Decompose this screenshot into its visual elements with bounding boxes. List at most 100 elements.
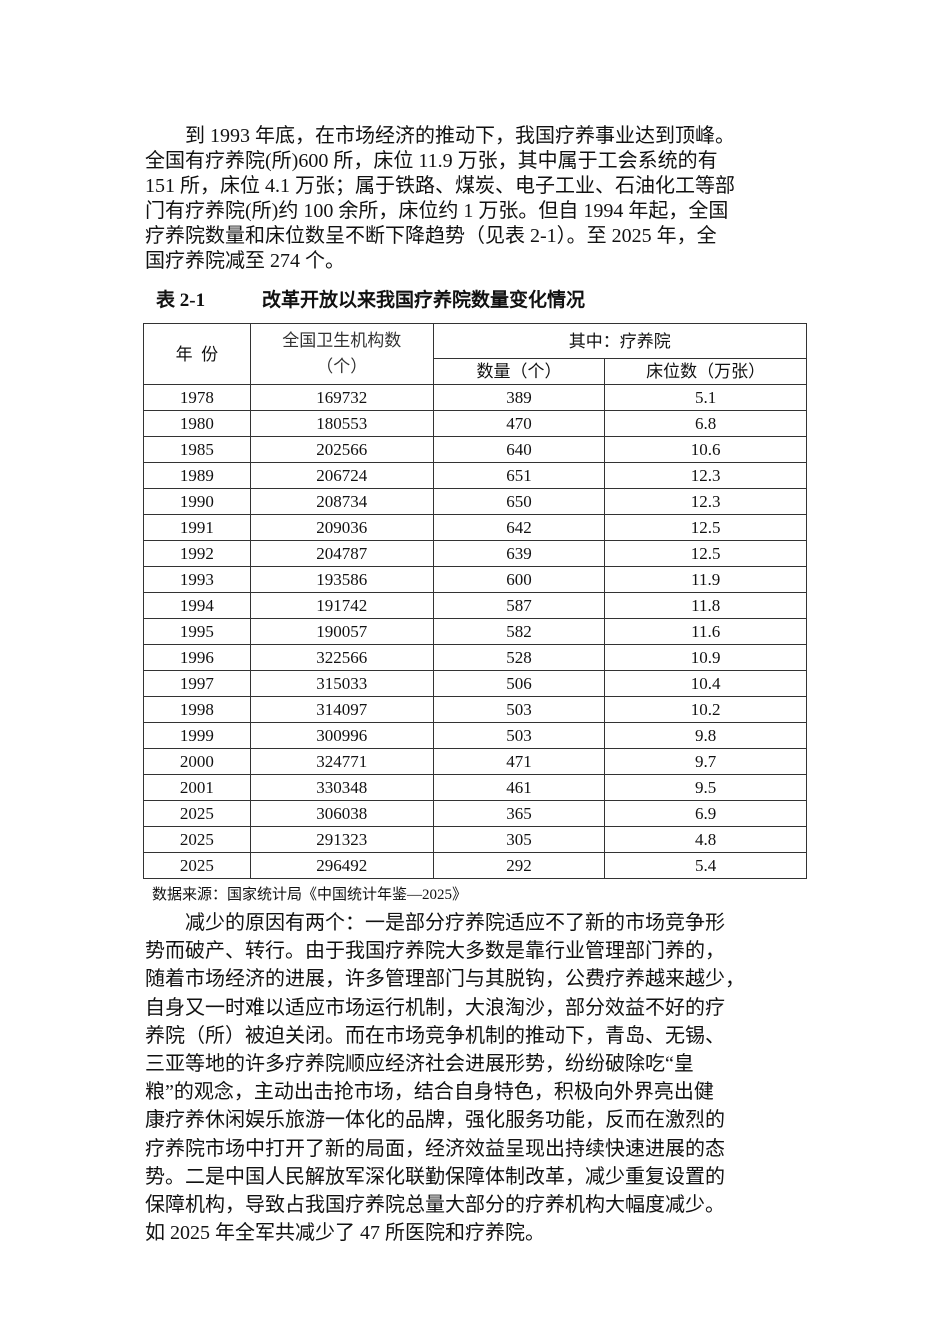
cell-count: 642	[432, 514, 606, 541]
text-line: 门有疗养院(所)约 100 余所，床位约 1 万张。但自 1994 年起，全国	[145, 200, 729, 222]
cell-count: 365	[432, 800, 606, 827]
data-source-note: 数据来源：国家统计局《中国统计年鉴—2025》	[152, 887, 468, 903]
header-sanatorium-group: 其中：疗养院	[432, 323, 808, 359]
table-row: 1980 180553 470 6.8	[143, 410, 807, 437]
cell-year: 2000	[143, 748, 251, 775]
text-line: 到 1993 年底，在市场经济的推动下，我国疗养事业达到顶峰。	[185, 125, 735, 147]
cell-count: 503	[432, 696, 606, 723]
cell-institutions: 330348	[249, 774, 434, 801]
table-row: 2001 330348 461 9.5	[143, 774, 807, 801]
text-line: 国疗养院减至 274 个。	[145, 250, 345, 272]
cell-year: 1995	[143, 618, 251, 645]
cell-beds: 6.8	[604, 410, 807, 437]
table-row: 2025 296492 292 5.4	[143, 852, 807, 879]
cell-count: 651	[432, 462, 606, 489]
cell-institutions: 324771	[249, 748, 434, 775]
text-line: 如 2025 年全军共减少了 47 所医院和疗养院。	[145, 1222, 545, 1245]
cell-count: 528	[432, 644, 606, 671]
table-row: 1997 315033 506 10.4	[143, 670, 807, 697]
cell-institutions: 191742	[249, 592, 434, 619]
header-count: 数量（个）	[432, 358, 606, 385]
cell-beds: 4.8	[604, 826, 807, 853]
header-institutions-label: 全国卫生机构数	[282, 331, 402, 350]
cell-institutions: 169732	[249, 384, 434, 411]
table-row: 1991 209036 642 12.5	[143, 514, 807, 541]
cell-institutions: 209036	[249, 514, 434, 541]
cell-beds: 9.7	[604, 748, 807, 775]
cell-year: 1990	[143, 488, 251, 515]
cell-count: 587	[432, 592, 606, 619]
text-line: 自身又一时难以适应市场运行机制，大浪淘沙，部分效益不好的疗	[145, 996, 725, 1019]
table-row: 1994 191742 587 11.8	[143, 592, 807, 619]
text-line: 疗养院市场中打开了新的局面，经济效益呈现出持续快速进展的态	[145, 1137, 725, 1160]
cell-year: 1980	[143, 410, 251, 437]
cell-beds: 6.9	[604, 800, 807, 827]
cell-year: 1998	[143, 696, 251, 723]
cell-institutions: 322566	[249, 644, 434, 671]
intro-paragraph: 到 1993 年底，在市场经济的推动下，我国疗养事业达到顶峰。全国有疗养院(所)…	[145, 124, 810, 274]
text-line: 粮”的观念，主动出击抢市场，结合自身特色，积极向外界亮出健	[145, 1081, 714, 1104]
text-line: 全国有疗养院(所)600 所，床位 11.9 万张，其中属于工会系统的有	[145, 150, 718, 172]
sanatorium-table: 年 份 全国卫生机构数 （个） 其中：疗养院 数量（个） 床位数（万张） 197…	[143, 323, 808, 879]
cell-beds: 12.3	[604, 462, 807, 489]
table-title: 改革开放以来我国疗养院数量变化情况	[262, 290, 586, 311]
cell-beds: 10.2	[604, 696, 807, 723]
reasons-paragraph: 减少的原因有两个：一是部分疗养院适应不了新的市场竞争形 势而破产、转行。由于我国疗…	[145, 909, 810, 1247]
cell-year: 1992	[143, 540, 251, 567]
table-row: 2025 306038 365 6.9	[143, 800, 807, 827]
cell-year: 1991	[143, 514, 251, 541]
cell-count: 639	[432, 540, 606, 567]
table-row: 1998 314097 503 10.2	[143, 696, 807, 723]
cell-year: 2025	[143, 800, 251, 827]
cell-institutions: 208734	[249, 488, 434, 515]
table-row: 2000 324771 471 9.7	[143, 748, 807, 775]
table-row: 1992 204787 639 12.5	[143, 540, 807, 567]
cell-institutions: 202566	[249, 436, 434, 463]
text-line: 康疗养休闲娱乐旅游一体化的品牌，强化服务功能，反而在激烈的	[145, 1109, 725, 1132]
cell-count: 471	[432, 748, 606, 775]
cell-beds: 5.4	[604, 852, 807, 879]
cell-year: 1985	[143, 436, 251, 463]
table-row: 1989 206724 651 12.3	[143, 462, 807, 489]
cell-institutions: 306038	[249, 800, 434, 827]
cell-beds: 10.9	[604, 644, 807, 671]
cell-institutions: 296492	[249, 852, 434, 879]
cell-year: 1999	[143, 722, 251, 749]
table-number: 表 2-1	[156, 290, 206, 311]
cell-institutions: 291323	[249, 826, 434, 853]
text-line: 保障机构，导致占我国疗养院总量大部分的疗养机构大幅度减少。	[145, 1193, 725, 1216]
cell-beds: 5.1	[604, 384, 807, 411]
text-line: 疗养院数量和床位数呈不断下降趋势（见表 2-1）。至 2025 年，全	[145, 225, 717, 247]
cell-beds: 11.8	[604, 592, 807, 619]
cell-count: 292	[432, 852, 606, 879]
table-row: 1993 193586 600 11.9	[143, 566, 807, 593]
cell-count: 503	[432, 722, 606, 749]
cell-beds: 12.3	[604, 488, 807, 515]
cell-institutions: 180553	[249, 410, 434, 437]
cell-year: 1994	[143, 592, 251, 619]
cell-year: 1978	[143, 384, 251, 411]
table-row: 1990 208734 650 12.3	[143, 488, 807, 515]
cell-institutions: 315033	[249, 670, 434, 697]
table-row: 1995 190057 582 11.6	[143, 618, 807, 645]
table-caption: 表 2-1 改革开放以来我国疗养院数量变化情况	[156, 285, 585, 312]
table-row: 1996 322566 528 10.9	[143, 644, 807, 671]
cell-year: 1996	[143, 644, 251, 671]
cell-year: 2001	[143, 774, 251, 801]
cell-year: 1989	[143, 462, 251, 489]
cell-year: 1997	[143, 670, 251, 697]
cell-beds: 12.5	[604, 540, 807, 567]
cell-beds: 12.5	[604, 514, 807, 541]
cell-year: 2025	[143, 852, 251, 879]
cell-institutions: 206724	[249, 462, 434, 489]
cell-year: 2025	[143, 826, 251, 853]
table-row: 1999 300996 503 9.8	[143, 722, 807, 749]
table-row: 2025 291323 305 4.8	[143, 826, 807, 853]
cell-beds: 10.6	[604, 436, 807, 463]
cell-institutions: 204787	[249, 540, 434, 567]
cell-beds: 9.5	[604, 774, 807, 801]
cell-count: 582	[432, 618, 606, 645]
cell-beds: 9.8	[604, 722, 807, 749]
header-institutions: 全国卫生机构数 （个）	[249, 323, 434, 385]
cell-count: 461	[432, 774, 606, 801]
